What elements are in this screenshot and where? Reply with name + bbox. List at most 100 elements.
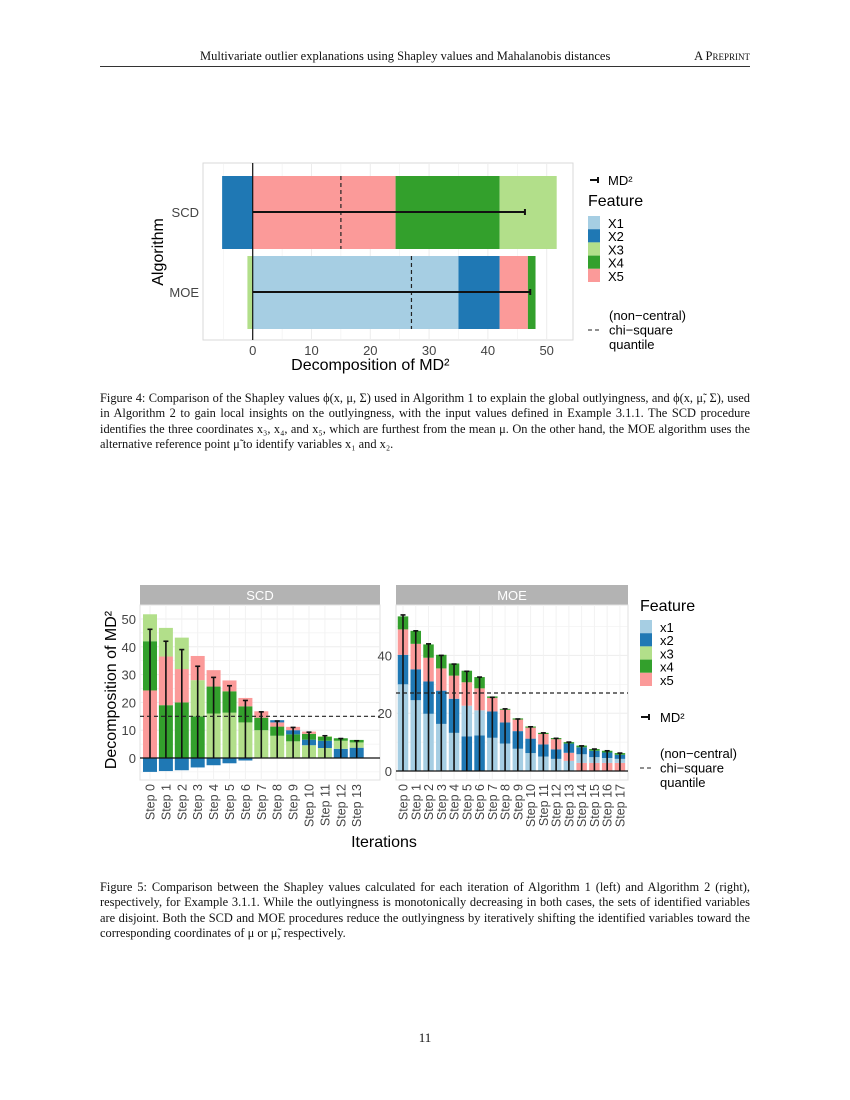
y-tick-label: 20 [122,695,136,710]
facet-strip-label: MOE [497,588,527,603]
legend-chi-square-label: chi−square [609,323,673,338]
x-tick-label: Step 5 [460,784,474,820]
legend-label: x3 [660,646,674,661]
legend-label: X1 [608,216,624,231]
x-axis-label: Decomposition of MD² [291,357,450,374]
legend-label: X2 [608,229,624,244]
facet-strip [140,585,380,605]
x-tick-label: Step 10 [303,784,317,827]
legend-label: x2 [660,633,674,648]
y-axis-label: Decomposition of MD² [103,610,120,769]
legend-swatch-x4 [640,659,652,673]
legend-chi-square-label: (non−central) [609,308,686,323]
x-tick-label: Step 4 [448,784,462,820]
y-tick-label: 40 [122,640,136,655]
figure-5-caption: Figure 5: Comparison between the Shapley… [100,880,750,941]
x-tick-label: Step 0 [144,784,158,820]
y-axis-label: Algorithm [150,218,167,286]
y-tick-label: 0 [385,764,392,779]
y-tick-label: 20 [378,706,392,721]
x-tick-label: 50 [539,343,553,358]
y-tick-label: 10 [122,723,136,738]
legend-chi-square-label: quantile [660,775,706,790]
y-tick-label: 30 [122,668,136,683]
bar-segment-x2 [238,758,253,761]
facet-strip-label: SCD [246,588,273,603]
running-header-title: Multivariate outlier explanations using … [200,49,611,63]
y-tick-label: 50 [122,612,136,627]
x-tick-label: Step 16 [601,784,615,827]
x-tick-label: 30 [422,343,436,358]
legend-chi-square-label: (non−central) [660,746,737,761]
bar-segment-x3 [247,256,253,329]
x-tick-label: Step 5 [223,784,237,820]
legend-chi-square-label: chi−square [660,761,724,776]
x-tick-label: Step 8 [271,784,285,820]
x-tick-label: Step 2 [175,784,189,820]
x-tick-label: Step 17 [613,784,627,827]
legend-label: x5 [660,673,674,688]
x-tick-label: Step 1 [409,784,423,820]
legend-swatch-x4 [588,255,600,269]
legend-title: Feature [588,193,643,210]
legend-swatch-x2 [588,229,600,243]
legend-label: X5 [608,269,624,284]
x-tick-label: Step 15 [588,784,602,827]
x-tick-label: Step 4 [207,784,221,820]
x-tick-label: Step 11 [537,784,551,826]
legend-label: x4 [660,660,674,675]
legend-label: X3 [608,242,624,257]
x-tick-label: Step 12 [334,784,348,827]
x-tick-label: Step 9 [511,784,525,820]
x-tick-label: Step 9 [287,784,301,820]
x-tick-label: 10 [304,343,318,358]
bar-segment-x2 [222,758,237,764]
header-rule [100,66,750,67]
x-tick-label: Step 6 [239,784,253,820]
x-tick-label: Step 1 [159,784,173,820]
x-tick-label: Step 13 [350,784,364,827]
y-tick-label: 40 [378,648,392,663]
x-tick-label: Step 13 [562,784,576,827]
bar-segment-x2 [222,176,253,249]
figure-4-caption: Figure 4: Comparison of the Shapley valu… [100,391,750,452]
y-tick-label: 0 [129,751,136,766]
bar-segment-x4 [527,256,536,329]
x-tick-label: Step 11 [318,784,332,826]
bar-segment-x2 [174,758,189,771]
x-tick-label: Step 7 [486,784,500,820]
x-tick-label: Step 7 [255,784,269,820]
x-tick-label: Step 0 [397,784,411,820]
legend-swatch-x1 [588,216,600,230]
x-tick-label: Step 3 [435,784,449,820]
x-tick-label: Step 2 [422,784,436,820]
x-tick-label: Step 3 [191,784,205,820]
legend-swatch-x1 [640,620,652,634]
legend-label: x1 [660,620,674,635]
legend-chi-square-label: quantile [609,337,655,352]
x-axis-label: Iterations [351,834,417,851]
page-number: 11 [418,1030,432,1045]
bar-segment-x2 [143,758,157,772]
legend-md2-label: MD² [660,710,685,725]
x-tick-label: Step 6 [473,784,487,820]
x-tick-label: Step 12 [550,784,564,827]
x-tick-label: Step 10 [524,784,538,827]
bar-segment-x2 [190,758,205,768]
bar-segment-x2 [206,758,221,766]
x-tick-label: 20 [363,343,377,358]
legend-label: X4 [608,256,624,271]
y-tick-label: MOE [169,285,199,300]
x-tick-label: 0 [249,343,256,358]
legend-swatch-x3 [640,646,652,660]
legend-swatch-x5 [640,672,652,686]
legend-swatch-x3 [588,242,600,256]
x-tick-label: 40 [481,343,495,358]
bar-segment-x3 [143,614,157,642]
bar-segment-x2 [158,758,173,772]
running-header-tag: A Preprint [694,49,750,63]
x-tick-label: Step 8 [499,784,513,820]
